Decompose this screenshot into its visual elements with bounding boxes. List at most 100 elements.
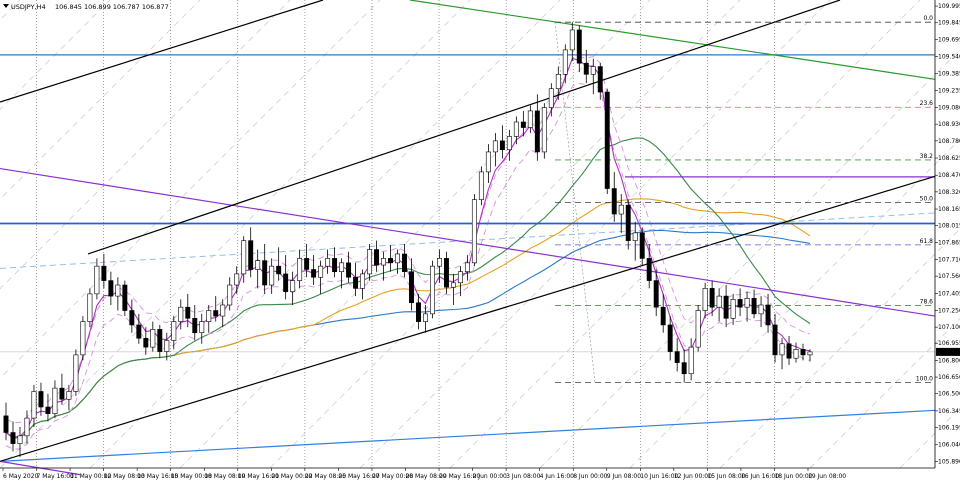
candle-body xyxy=(464,262,470,273)
candle-body xyxy=(10,432,16,444)
candle-body xyxy=(185,306,191,319)
candle-body xyxy=(66,391,72,400)
price-tick-label: 109.385 xyxy=(938,71,960,78)
candle-body xyxy=(304,258,310,270)
price-tick-label: 106.650 xyxy=(938,374,960,381)
candle-body xyxy=(737,299,743,308)
candle-body xyxy=(395,253,400,264)
candle-body xyxy=(807,351,813,356)
envelope-lower xyxy=(5,82,811,450)
price-tick-label: 106.955 xyxy=(938,340,960,347)
candle-body xyxy=(52,387,58,414)
candle-body xyxy=(101,265,107,281)
trendline-green xyxy=(409,0,936,80)
trendline-purple xyxy=(0,167,936,317)
candle-body xyxy=(541,107,547,153)
chart-header: USDJPY,H4 106.845 106.899 106.787 106.87… xyxy=(3,3,169,11)
candle-body xyxy=(248,240,254,270)
fibonacci-level-label: 61.8 xyxy=(920,238,934,245)
candle-body xyxy=(562,49,568,75)
price-tick-label: 106.345 xyxy=(938,408,960,415)
time-tick-label: 25 May 16:00 xyxy=(338,473,379,480)
candle-body xyxy=(646,258,652,281)
candle-body xyxy=(667,324,673,352)
candle-body xyxy=(758,304,764,315)
candle-body xyxy=(367,249,373,275)
time-tick-label: 19 Jun 08:00 xyxy=(808,473,846,480)
candle-body xyxy=(423,313,428,322)
candle-body xyxy=(625,204,631,241)
candle-body xyxy=(164,340,170,352)
price-tick-label: 107.865 xyxy=(938,239,960,246)
candle-body xyxy=(786,343,792,359)
candle-body xyxy=(674,351,680,363)
candle-body xyxy=(311,269,317,278)
candle-body xyxy=(283,273,289,292)
candle-body xyxy=(171,321,177,341)
candle-body xyxy=(548,88,554,108)
candle-body xyxy=(297,258,303,281)
time-tick-label: 9 Jun 08:00 xyxy=(607,473,641,480)
candle-body xyxy=(129,310,135,326)
price-tick-label: 109.080 xyxy=(938,105,960,112)
candle-body xyxy=(688,346,694,375)
time-tick-label: 12 May 08:00 xyxy=(104,473,145,480)
candle-body xyxy=(765,304,771,326)
symbol-label: USDJPY,H4 xyxy=(11,3,46,11)
time-tick-label: 8 Jun 00:00 xyxy=(573,473,607,480)
candle-body xyxy=(388,258,393,264)
candle-body xyxy=(534,110,540,153)
candle-body xyxy=(115,284,121,297)
candle-body xyxy=(402,253,407,273)
grid xyxy=(0,0,960,469)
candle-body xyxy=(339,262,345,273)
candle-body xyxy=(506,136,512,151)
fibonacci-level-label: 100.0 xyxy=(916,376,933,383)
candle-body xyxy=(381,258,386,266)
candle-body xyxy=(485,151,491,173)
candle-body xyxy=(178,306,184,322)
envelope-upper xyxy=(5,56,811,423)
candle-body xyxy=(772,324,778,356)
candle-body xyxy=(730,299,736,319)
candle-body xyxy=(325,258,331,267)
candle-body xyxy=(499,140,505,151)
candle-body xyxy=(94,265,100,295)
candle-body xyxy=(430,265,435,315)
grid-line-diagonal xyxy=(0,0,381,379)
candle-body xyxy=(24,417,30,437)
candle-body xyxy=(220,304,226,317)
candle-body xyxy=(360,273,366,289)
candle-body xyxy=(597,66,603,93)
candle-body xyxy=(471,199,477,264)
time-tick-label: 16 Jun 16:00 xyxy=(741,473,779,480)
fibonacci-level-label: 0.0 xyxy=(923,15,933,22)
indicator-overlays xyxy=(0,0,936,476)
candles xyxy=(3,22,813,457)
candle-body xyxy=(269,265,275,286)
price-tick-label: 107.250 xyxy=(938,308,960,315)
grid-line-diagonal xyxy=(0,0,291,290)
dropdown-triangle-icon[interactable] xyxy=(3,4,9,8)
candle-body xyxy=(374,249,380,266)
dashed-blue-trendline xyxy=(0,212,936,269)
fibonacci-level-label: 78.6 xyxy=(920,298,934,305)
candle-body xyxy=(660,306,666,326)
candle-body xyxy=(436,258,442,267)
price-tick-label: 107.100 xyxy=(938,324,960,331)
time-tick-label: 12 Jun 00:00 xyxy=(674,473,712,480)
candle-body xyxy=(723,295,729,319)
candle-body xyxy=(681,362,687,375)
current-price-label: 106.877 xyxy=(938,349,960,356)
candle-body xyxy=(409,271,414,304)
candle-body xyxy=(80,321,86,356)
candle-body xyxy=(150,329,156,348)
grid-line-diagonal xyxy=(449,0,921,469)
candle-body xyxy=(443,258,449,288)
candle-body xyxy=(604,91,610,189)
time-tick-label: 4 Jun 16:00 xyxy=(540,473,574,480)
grid-line-diagonal xyxy=(629,138,960,469)
candle-body xyxy=(793,349,799,359)
